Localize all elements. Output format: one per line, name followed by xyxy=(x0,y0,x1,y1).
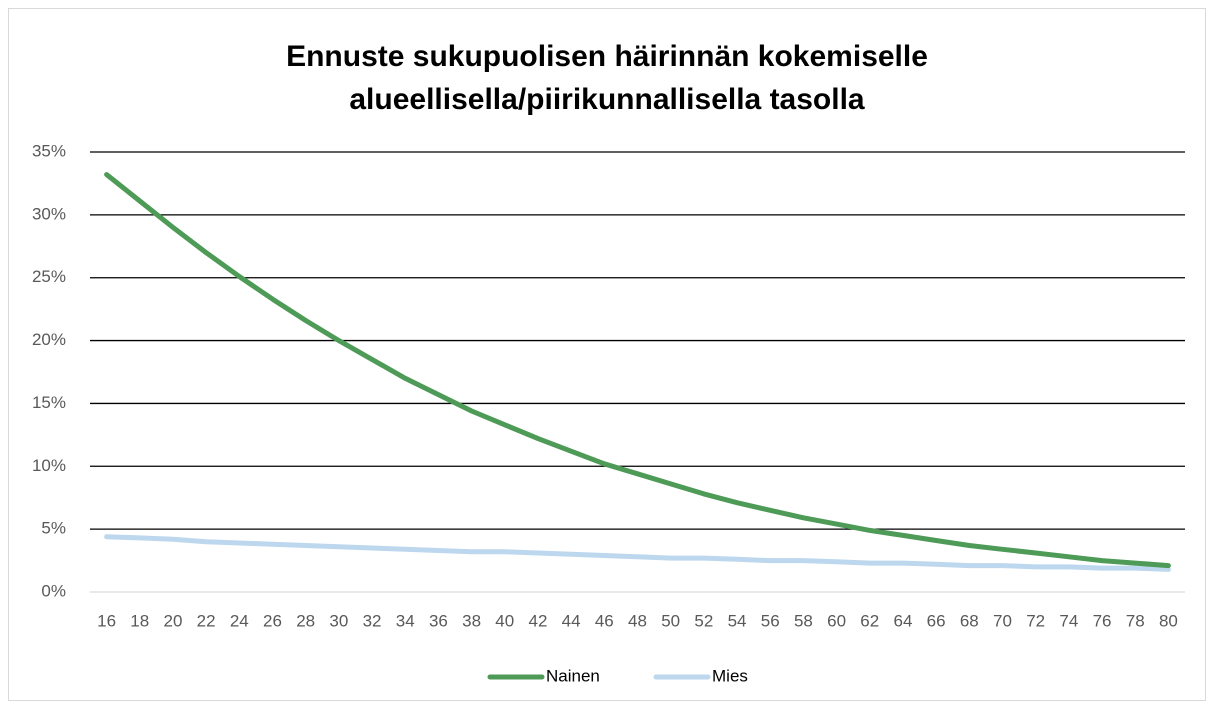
y-tick-label: 15% xyxy=(32,393,66,412)
x-tick-label: 20 xyxy=(163,611,182,630)
x-tick-label: 30 xyxy=(329,611,348,630)
x-tick-label: 80 xyxy=(1159,611,1178,630)
y-tick-label: 20% xyxy=(32,330,66,349)
x-tick-label: 38 xyxy=(462,611,481,630)
y-tick-label: 35% xyxy=(32,141,66,160)
series-line xyxy=(104,534,1171,572)
x-tick-label: 22 xyxy=(197,611,216,630)
y-tick-label: 5% xyxy=(41,519,66,538)
y-tick-label: 10% xyxy=(32,456,66,475)
x-tick-label: 54 xyxy=(728,611,747,630)
x-tick-label: 16 xyxy=(97,611,116,630)
x-tick-label: 64 xyxy=(893,611,912,630)
x-tick-label: 28 xyxy=(296,611,315,630)
y-tick-label: 25% xyxy=(32,267,66,286)
y-tick-label: 30% xyxy=(32,204,66,223)
series-line xyxy=(104,172,1171,569)
x-tick-label: 76 xyxy=(1093,611,1112,630)
x-tick-label: 72 xyxy=(1026,611,1045,630)
x-tick-label: 68 xyxy=(960,611,979,630)
x-tick-label: 70 xyxy=(993,611,1012,630)
x-tick-label: 24 xyxy=(230,611,249,630)
y-tick-label: 0% xyxy=(41,581,66,600)
x-tick-label: 62 xyxy=(860,611,879,630)
x-tick-label: 46 xyxy=(595,611,614,630)
x-tick-label: 32 xyxy=(363,611,382,630)
x-tick-label: 60 xyxy=(827,611,846,630)
x-tick-label: 44 xyxy=(562,611,581,630)
x-tick-label: 36 xyxy=(429,611,448,630)
x-tick-label: 66 xyxy=(927,611,946,630)
x-tick-label: 58 xyxy=(794,611,813,630)
x-tick-label: 18 xyxy=(130,611,149,630)
x-tick-label: 74 xyxy=(1059,611,1078,630)
chart-title: Ennuste sukupuolisen häirinnän kokemisel… xyxy=(286,40,928,73)
x-tick-label: 78 xyxy=(1126,611,1145,630)
x-tick-label: 56 xyxy=(761,611,780,630)
x-tick-label: 26 xyxy=(263,611,282,630)
chart-border xyxy=(8,8,1206,701)
x-tick-label: 50 xyxy=(661,611,680,630)
x-tick-label: 48 xyxy=(628,611,647,630)
legend-label: Nainen xyxy=(546,666,600,685)
x-tick-label: 34 xyxy=(396,611,415,630)
x-tick-label: 40 xyxy=(495,611,514,630)
legend-label: Mies xyxy=(712,666,748,685)
chart-title: alueellisella/piirikunnallisella tasolla xyxy=(349,83,865,116)
x-tick-label: 52 xyxy=(694,611,713,630)
x-tick-label: 42 xyxy=(528,611,547,630)
